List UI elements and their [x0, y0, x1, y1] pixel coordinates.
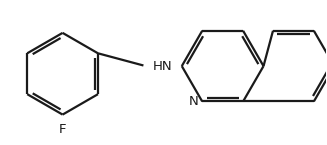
Text: F: F [59, 123, 66, 136]
Text: HN: HN [153, 60, 172, 73]
Text: N: N [189, 95, 198, 108]
